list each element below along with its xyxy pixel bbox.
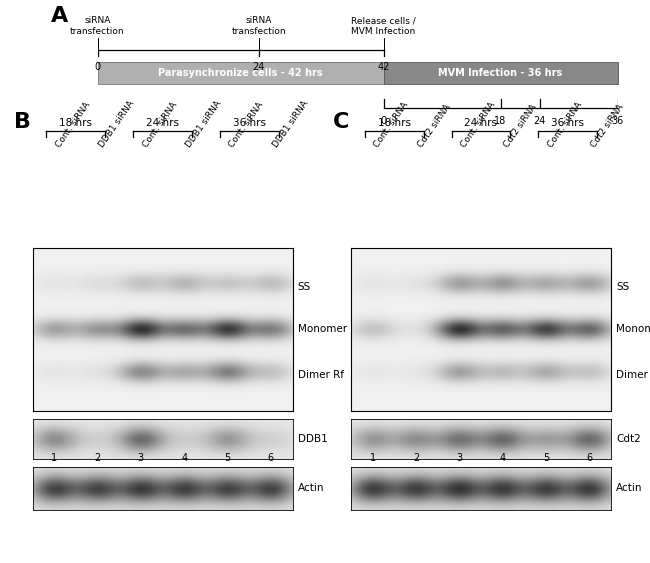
- Text: 24 hrs: 24 hrs: [465, 118, 497, 128]
- Text: 4: 4: [500, 453, 506, 463]
- Text: Parasynchronize cells - 42 hrs: Parasynchronize cells - 42 hrs: [158, 68, 323, 78]
- Text: Monomer Rf: Monomer Rf: [298, 324, 361, 334]
- Text: 6: 6: [268, 453, 274, 463]
- Text: MVM Infection - 36 hrs: MVM Infection - 36 hrs: [438, 68, 563, 78]
- Text: 3: 3: [456, 453, 462, 463]
- Text: 0: 0: [380, 115, 387, 126]
- Bar: [98, 62, 383, 84]
- Text: siRNA
transfection: siRNA transfection: [231, 16, 286, 35]
- Text: Cont. siRNA: Cont. siRNA: [372, 101, 411, 150]
- Text: 4: 4: [181, 453, 187, 463]
- Text: Cdt2: Cdt2: [616, 434, 641, 444]
- Text: 24: 24: [252, 62, 265, 72]
- Text: Actin: Actin: [616, 484, 643, 493]
- Text: 24 hrs: 24 hrs: [146, 118, 179, 128]
- Text: 36 hrs: 36 hrs: [551, 118, 584, 128]
- Text: B: B: [14, 113, 31, 132]
- Bar: [384, 62, 618, 84]
- Text: Cdt2 siRNA: Cdt2 siRNA: [502, 103, 539, 150]
- Text: Cdt2 siRNA: Cdt2 siRNA: [416, 103, 452, 150]
- Text: DDB1: DDB1: [298, 434, 328, 444]
- Text: 1: 1: [370, 453, 376, 463]
- Text: DDB1 siRNA: DDB1 siRNA: [271, 100, 309, 150]
- Text: 36: 36: [612, 115, 623, 126]
- Text: 5: 5: [224, 453, 231, 463]
- Text: siRNA
transfection: siRNA transfection: [70, 16, 125, 35]
- Text: A: A: [51, 6, 68, 26]
- Text: Dimer Rf: Dimer Rf: [298, 370, 344, 380]
- Text: SS: SS: [298, 282, 311, 292]
- Text: 42: 42: [377, 62, 390, 72]
- Text: 1: 1: [51, 453, 57, 463]
- Text: Monomer Rf: Monomer Rf: [616, 324, 650, 334]
- Text: 0: 0: [94, 62, 101, 72]
- Text: 36 hrs: 36 hrs: [233, 118, 266, 128]
- Text: Actin: Actin: [298, 484, 324, 493]
- Text: SS: SS: [616, 282, 629, 292]
- Text: DDB1 siRNA: DDB1 siRNA: [184, 100, 223, 150]
- Text: Cont. siRNA: Cont. siRNA: [546, 101, 584, 150]
- Text: C: C: [333, 113, 349, 132]
- Text: 2: 2: [94, 453, 101, 463]
- Text: 24: 24: [533, 115, 546, 126]
- Text: 5: 5: [543, 453, 549, 463]
- Text: Dimer Rf: Dimer Rf: [616, 370, 650, 380]
- Text: Cont. siRNA: Cont. siRNA: [460, 101, 497, 150]
- Text: DDB1 siRNA: DDB1 siRNA: [98, 100, 136, 150]
- Text: Release cells /
MVM Infection: Release cells / MVM Infection: [351, 16, 416, 35]
- Text: Cont. siRNA: Cont. siRNA: [141, 101, 179, 150]
- Text: 18: 18: [495, 115, 506, 126]
- Text: 2: 2: [413, 453, 419, 463]
- Text: 18 hrs: 18 hrs: [378, 118, 411, 128]
- Text: Cdt2 siRNA: Cdt2 siRNA: [590, 103, 626, 150]
- Text: 3: 3: [138, 453, 144, 463]
- Text: Cont. siRNA: Cont. siRNA: [227, 101, 265, 150]
- Text: Cont. siRNA: Cont. siRNA: [54, 101, 92, 150]
- Text: 18 hrs: 18 hrs: [59, 118, 92, 128]
- Text: 6: 6: [586, 453, 592, 463]
